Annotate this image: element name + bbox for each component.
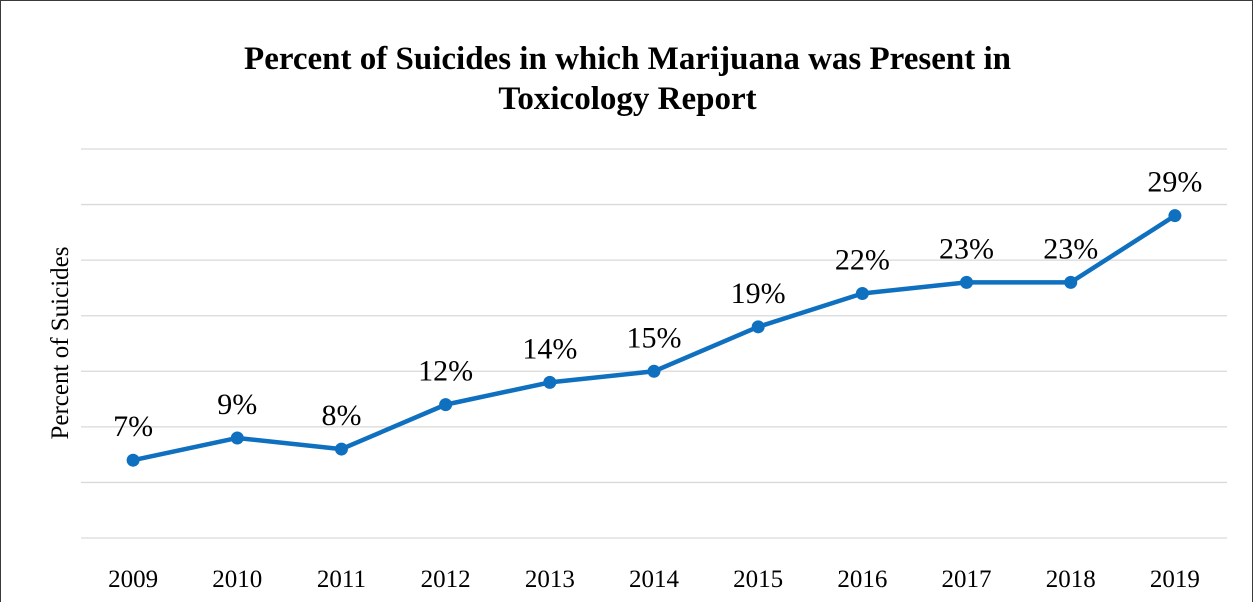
data-label: 14% <box>522 332 577 365</box>
data-point <box>543 375 557 389</box>
data-point <box>751 320 765 334</box>
chart-title-line-2: Toxicology Report <box>498 81 757 117</box>
data-point <box>230 431 244 445</box>
x-tick-label: 2010 <box>212 566 262 593</box>
x-tick-label: 2012 <box>421 566 471 593</box>
chart-title: Percent of Suicides in which Marijuana w… <box>1 39 1253 119</box>
data-label: 23% <box>939 232 994 265</box>
data-point <box>960 275 974 289</box>
data-label: 29% <box>1147 166 1202 199</box>
data-label: 22% <box>835 243 890 276</box>
x-tick-label: 2013 <box>525 566 575 593</box>
data-label: 15% <box>627 321 682 354</box>
data-label: 7% <box>113 410 153 443</box>
data-label: 23% <box>1043 232 1098 265</box>
chart-title-line-1: Percent of Suicides in which Marijuana w… <box>244 41 1011 77</box>
data-point <box>126 453 140 467</box>
x-tick-label: 2011 <box>317 566 366 593</box>
x-tick-label: 2019 <box>1150 566 1200 593</box>
x-tick-label: 2015 <box>733 566 783 593</box>
x-tick-label: 2017 <box>942 566 992 593</box>
data-label: 9% <box>217 388 257 421</box>
data-point <box>334 442 348 456</box>
x-axis-tick-labels: 2009 2010 2011 2012 2013 2014 2015 2016 2017 2018… <box>108 566 1200 593</box>
x-tick-label: 2009 <box>108 566 158 593</box>
gridlines <box>81 148 1227 539</box>
x-tick-label: 2014 <box>629 566 680 593</box>
data-point <box>439 398 453 412</box>
x-tick-label: 2016 <box>837 566 887 593</box>
data-label: 12% <box>418 355 473 388</box>
data-label: 8% <box>321 399 361 432</box>
data-point <box>647 364 661 378</box>
x-tick-label: 2018 <box>1046 566 1096 593</box>
data-point <box>855 286 869 300</box>
data-point <box>1064 275 1078 289</box>
data-label: 19% <box>731 277 786 310</box>
data-labels: 7% 9% 8% 12% 14% 15% 19% 22% 23% 23% 29% <box>113 166 1202 444</box>
data-point <box>1168 209 1182 223</box>
series-layer <box>126 209 1182 467</box>
